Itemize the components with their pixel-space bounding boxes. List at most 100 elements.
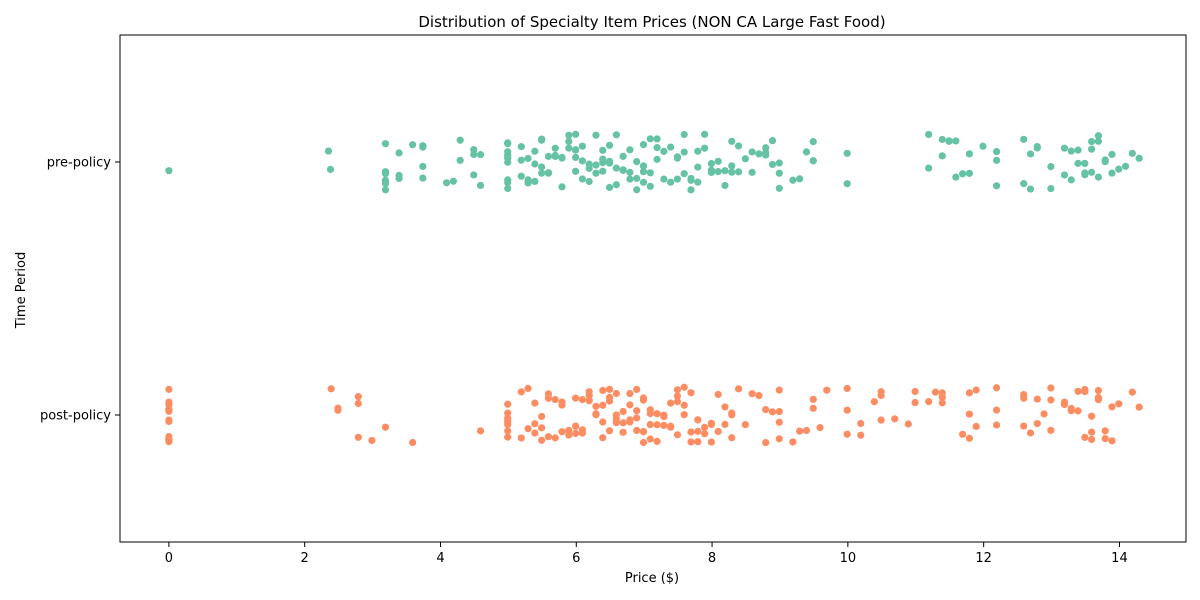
data-point xyxy=(1128,149,1136,157)
data-point xyxy=(728,434,736,442)
data-point xyxy=(633,426,641,435)
data-point xyxy=(381,176,390,184)
data-point xyxy=(646,182,654,190)
data-point xyxy=(605,397,614,405)
data-point xyxy=(626,168,634,176)
data-point xyxy=(694,147,702,155)
series-post-policy xyxy=(165,383,1143,447)
data-point xyxy=(572,422,580,430)
data-point xyxy=(972,386,980,394)
data-point xyxy=(673,392,682,400)
y-tick-label: pre-policy xyxy=(47,156,112,171)
data-point xyxy=(714,168,722,176)
data-point xyxy=(775,435,783,443)
data-point xyxy=(891,415,899,423)
data-point xyxy=(165,405,173,413)
data-point xyxy=(660,421,668,430)
data-point xyxy=(673,154,682,162)
data-point xyxy=(572,146,580,154)
data-point xyxy=(1020,394,1028,402)
data-point xyxy=(1088,145,1096,153)
data-point xyxy=(324,147,333,155)
data-point xyxy=(938,389,946,397)
data-point xyxy=(728,168,736,176)
data-point xyxy=(565,426,573,435)
x-tick-label: 8 xyxy=(708,551,716,566)
data-point xyxy=(1121,162,1130,170)
data-point xyxy=(558,428,566,436)
data-point xyxy=(1033,420,1041,428)
data-point xyxy=(789,438,797,446)
data-point xyxy=(633,407,641,415)
data-point xyxy=(768,408,777,416)
data-point xyxy=(1128,388,1136,396)
data-point xyxy=(721,167,729,175)
data-point xyxy=(558,154,566,162)
data-point xyxy=(619,419,627,427)
data-point xyxy=(1108,169,1116,177)
data-point xyxy=(558,183,566,191)
data-point xyxy=(992,156,1001,164)
data-point xyxy=(646,169,654,177)
data-point xyxy=(1094,132,1103,140)
data-point xyxy=(524,384,532,393)
data-point xyxy=(626,146,634,154)
data-point xyxy=(701,144,709,152)
data-point xyxy=(748,390,756,398)
data-point xyxy=(544,169,553,177)
data-point xyxy=(1088,428,1096,436)
data-point xyxy=(633,174,641,182)
data-point xyxy=(605,183,614,192)
data-point xyxy=(1088,435,1096,444)
data-point xyxy=(572,394,580,402)
data-point xyxy=(965,389,974,397)
data-point xyxy=(572,429,580,438)
data-point xyxy=(714,390,722,399)
data-point xyxy=(992,182,1001,190)
data-point xyxy=(578,157,586,165)
data-point xyxy=(1033,144,1041,152)
data-point xyxy=(612,389,620,398)
data-point xyxy=(1020,422,1028,430)
x-tick-label: 0 xyxy=(165,551,173,566)
data-point xyxy=(165,417,173,426)
data-point xyxy=(694,438,702,446)
data-point xyxy=(605,141,614,149)
data-point xyxy=(653,155,661,163)
x-tick-label: 14 xyxy=(1111,551,1128,566)
data-point xyxy=(504,427,512,435)
data-point xyxy=(667,178,675,186)
series-pre-policy xyxy=(165,130,1143,194)
data-point xyxy=(605,427,614,435)
data-point xyxy=(538,412,546,421)
data-point xyxy=(952,173,960,181)
data-point xyxy=(1074,146,1082,154)
data-point xyxy=(368,436,376,445)
data-point xyxy=(728,162,736,170)
data-point xyxy=(572,167,580,175)
data-point xyxy=(639,428,648,436)
data-point xyxy=(721,403,729,411)
data-point xyxy=(823,386,831,394)
data-point xyxy=(476,151,485,159)
data-point xyxy=(1074,407,1082,415)
data-point xyxy=(1088,412,1096,420)
data-point xyxy=(354,433,362,441)
y-axis: pre-policy post-policy xyxy=(40,156,120,424)
data-point xyxy=(992,406,1001,414)
data-point xyxy=(660,147,668,155)
data-point xyxy=(965,150,974,158)
data-point xyxy=(762,406,770,414)
data-point xyxy=(165,438,173,446)
y-axis-label: Time Period xyxy=(14,252,29,329)
data-point xyxy=(680,130,688,139)
data-point xyxy=(687,438,695,446)
x-tick-label: 4 xyxy=(436,551,444,566)
data-point xyxy=(381,423,390,431)
data-point xyxy=(592,411,600,419)
data-point xyxy=(992,421,1001,429)
data-point xyxy=(714,157,722,165)
data-point xyxy=(544,152,553,160)
data-point xyxy=(1026,150,1035,158)
